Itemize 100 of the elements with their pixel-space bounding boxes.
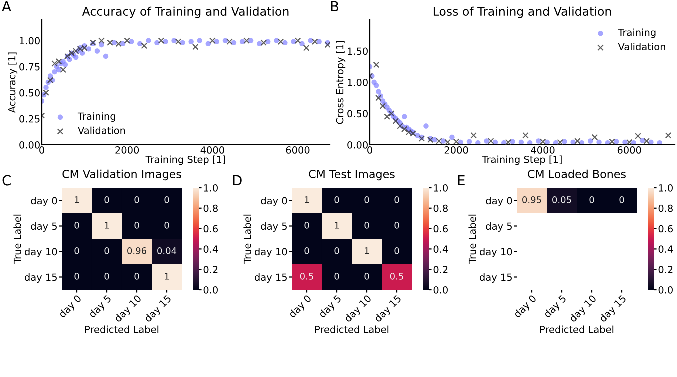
data-label: 0: [590, 196, 594, 204]
color-bar-label: 1.0: [434, 184, 448, 192]
y-tick-label: 0.50: [20, 89, 40, 97]
data-label: 0.96: [128, 248, 146, 254]
data-label: 1: [335, 222, 340, 229]
data-label: 1: [165, 273, 170, 280]
y-tick-label: 0.00: [20, 141, 40, 149]
x-tick-label: 2000: [116, 146, 140, 154]
legend-label: Training: [78, 112, 116, 122]
color-bar-label: 0.0: [658, 286, 673, 294]
x-axis-title: Predicted Label: [85, 326, 159, 334]
x-axis-title: Training Step [1]: [146, 156, 226, 166]
y-tick-label: 1.00: [348, 78, 368, 86]
data-label: 0: [394, 248, 400, 254]
data-label: 0: [134, 196, 140, 204]
y-tick-label: 0.25: [20, 115, 40, 123]
color-bar-label: 0.4: [434, 246, 448, 254]
y-tick-label: day 0: [31, 197, 58, 206]
y-tick-label: 1.50: [348, 48, 368, 56]
color-bar-label: 1.0: [659, 184, 673, 192]
data-label: 0.5: [390, 273, 404, 280]
y-axis-title: True Label: [14, 214, 22, 264]
x-tick-label: day 5: [318, 294, 344, 320]
chart-title: Accuracy of Training and Validation: [82, 6, 289, 18]
color-bar-label: 0.6: [204, 225, 218, 233]
y-tick-label: 0.00: [348, 141, 368, 149]
color-bar-label: 0.6: [434, 225, 448, 233]
color-bar-label: 0.0: [204, 286, 218, 294]
data-label: 0: [134, 222, 140, 229]
text: E: [458, 175, 465, 186]
x-tick-label: day 15: [144, 294, 174, 324]
data-label: 0: [620, 196, 624, 204]
legend-label: Validation: [618, 43, 666, 51]
chart-title: CM Validation Images: [62, 170, 182, 181]
data-label: 0.95: [522, 196, 542, 204]
x-axis-title: Training Step [1]: [482, 156, 562, 166]
y-tick-label: day 10: [480, 248, 512, 258]
data-label: 1: [365, 248, 370, 254]
data-label: 0: [394, 222, 400, 229]
y-tick-label: day 5: [486, 222, 512, 232]
y-tick-label: 0.50: [348, 110, 368, 118]
color-bar-label: 0.4: [204, 246, 218, 254]
y-tick-label: day 5: [261, 222, 287, 232]
color-bar-label: 0.2: [434, 266, 448, 274]
color-bar-label: 0.6: [658, 225, 674, 233]
x-tick-label: 4000: [531, 146, 555, 154]
x-tick-label: day 0: [58, 294, 84, 320]
color-bar-label: 1.0: [204, 184, 218, 192]
y-tick-label: day 10: [25, 248, 58, 258]
x-tick-label: day 10: [114, 294, 144, 324]
chart-title: Loss of Training and Validation: [434, 6, 612, 18]
data-label: 0: [364, 273, 370, 280]
data-label: 1: [75, 196, 80, 204]
x-tick-label: day 0: [288, 294, 314, 320]
data-label: 0: [164, 196, 170, 204]
y-tick-label: 0.75: [20, 63, 40, 71]
data-label: 0.04: [158, 248, 177, 254]
x-axis-title: Predicted Label: [315, 326, 389, 334]
y-tick-label: day 0: [486, 197, 512, 206]
y-tick-label: day 0: [261, 197, 288, 206]
y-tick-label: day 15: [25, 274, 57, 283]
data-label: 0: [104, 248, 110, 254]
y-tick-label: 1.00: [20, 37, 40, 45]
color-bar-label: 0.8: [204, 204, 218, 212]
x-tick-label: 6000: [618, 146, 642, 154]
text: A: [2, 1, 12, 12]
color-bar-label: 0.2: [204, 266, 218, 274]
x-tick-label: 0: [40, 146, 44, 154]
data-label: 0: [394, 196, 400, 204]
x-tick-label: 2000: [444, 146, 468, 154]
color-bar-label: 0.0: [434, 286, 448, 294]
color-bar-label: 0.8: [658, 204, 673, 212]
data-label: 0: [334, 248, 340, 254]
y-axis-title: True Label: [468, 214, 476, 264]
data-label: 0: [364, 222, 370, 229]
x-tick-label: day 10: [568, 294, 598, 324]
data-label: 0: [364, 196, 370, 204]
y-tick-label: day 5: [31, 222, 57, 232]
y-axis-title: Accuracy [1]: [8, 52, 18, 114]
x-tick-label: 4000: [200, 146, 224, 154]
data-label: 0: [74, 222, 80, 229]
data-label: 0: [74, 248, 80, 254]
data-label: 0: [304, 222, 310, 229]
chart-title: CM Loaded Bones: [528, 170, 626, 178]
x-axis-title: Predicted Label: [540, 326, 614, 334]
data-label: 0: [164, 222, 170, 229]
color-bar-label: 0.2: [658, 266, 673, 274]
data-label: 0: [104, 196, 110, 204]
x-tick-label: 0: [368, 146, 372, 154]
text: C: [2, 175, 11, 186]
y-tick-label: day 15: [255, 274, 287, 283]
data-label: 1: [305, 196, 310, 204]
chart-title: CM Test Images: [309, 170, 395, 181]
x-tick-label: day 5: [88, 294, 114, 320]
color-bar-label: 0.8: [434, 204, 448, 212]
data-label: 0: [334, 273, 340, 280]
data-label: 0: [74, 273, 80, 280]
legend-label: Validation: [78, 126, 126, 134]
data-label: 0: [334, 196, 340, 204]
text: D: [233, 175, 242, 186]
